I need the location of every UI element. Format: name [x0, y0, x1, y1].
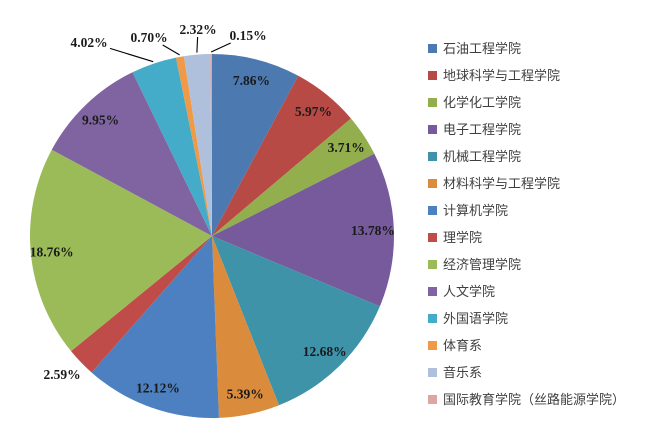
legend-item: 体育系 [428, 332, 625, 359]
pie-slice [212, 118, 375, 236]
legend-item: 音乐系 [428, 359, 625, 386]
legend-label: 石油工程学院 [443, 41, 522, 56]
slice-percent-label: 5.39% [227, 386, 264, 401]
legend-item: 电子工程学院 [428, 116, 625, 143]
slice-percent-label: 18.76% [30, 244, 74, 259]
pie-slice [71, 236, 212, 373]
slice-percent-label: 0.70% [130, 30, 167, 45]
pie-slice [132, 57, 212, 236]
slice-percent-label: 12.12% [136, 381, 180, 396]
legend-swatch [428, 206, 437, 215]
legend-item: 外国语学院 [428, 305, 625, 332]
legend-label: 机械工程学院 [443, 149, 522, 164]
pie-chart: 7.86% 5.97% 3.71% 13.78% 12.68% 5.39% 12.12% 2.… [30, 22, 395, 419]
legend-label: 电子工程学院 [443, 122, 522, 137]
legend-swatch [428, 179, 437, 188]
legend-swatch [428, 233, 437, 242]
pie-slice [212, 153, 395, 307]
chart-legend: 石油工程学院地球科学与工程学院 化学化工学院 电子工程学院 机械工程学院材料科学与工程… [428, 35, 625, 413]
legend-swatch [428, 71, 437, 80]
legend-swatch [428, 341, 437, 350]
label-leader-line [162, 44, 180, 56]
legend-item: 人文学院 [428, 278, 625, 305]
pie-slice [175, 56, 212, 236]
legend-swatch [428, 314, 437, 323]
legend-swatch [428, 395, 437, 404]
legend-label: 国际教育学院（丝路能源学院） [443, 392, 626, 407]
slice-percent-label: 0.15% [229, 28, 266, 43]
pie-slice [91, 236, 219, 419]
pie-slice [212, 236, 279, 418]
slice-percent-label: 5.97% [295, 104, 332, 119]
legend-swatch [428, 98, 437, 107]
slice-percent-label: 2.32% [179, 22, 216, 37]
label-leader-line [196, 36, 199, 53]
legend-swatch [428, 44, 437, 53]
slice-percent-label: 4.02% [70, 35, 107, 50]
legend-item: 理学院 [428, 224, 625, 251]
legend-swatch [428, 125, 437, 134]
pie-slice [51, 72, 212, 236]
legend-swatch [428, 260, 437, 269]
pie-slice [212, 75, 351, 236]
slice-percent-label: 12.68% [303, 344, 347, 359]
slice-percent-label: 3.71% [328, 140, 365, 155]
pie-slice [183, 54, 212, 237]
legend-label: 理学院 [443, 230, 483, 245]
slice-percent-label: 2.59% [43, 367, 80, 382]
legend-label: 外国语学院 [443, 311, 509, 326]
legend-item: 计算机学院 [428, 197, 625, 224]
legend-item: 化学化工学院 [428, 89, 625, 116]
pie-slice [30, 149, 213, 352]
legend-item: 经济管理学院 [428, 251, 625, 278]
pie-slice [212, 236, 380, 406]
legend-label: 音乐系 [443, 365, 483, 380]
pie-slice [210, 54, 212, 236]
legend-label: 化学化工学院 [443, 95, 522, 110]
pie-slice [212, 54, 299, 236]
legend-label: 计算机学院 [443, 203, 509, 218]
legend-label: 体育系 [443, 338, 483, 353]
slice-percent-label: 9.95% [82, 113, 119, 128]
slice-percent-label: 7.86% [233, 73, 270, 88]
legend-item: 材料科学与工程学院 [428, 170, 625, 197]
legend-label: 人文学院 [443, 284, 496, 299]
legend-item: 机械工程学院 [428, 143, 625, 170]
legend-item: 国际教育学院（丝路能源学院） [428, 386, 625, 413]
legend-swatch [428, 152, 437, 161]
legend-label: 地球科学与工程学院 [443, 68, 561, 83]
legend-swatch [428, 368, 437, 377]
label-leader-line [109, 47, 154, 63]
legend-label: 经济管理学院 [443, 257, 522, 272]
slice-percent-label: 13.78% [351, 223, 395, 238]
legend-item: 地球科学与工程学院 [428, 62, 625, 89]
label-leader-line [210, 42, 231, 53]
legend-swatch [428, 287, 437, 296]
legend-item: 石油工程学院 [428, 35, 625, 62]
legend-label: 材料科学与工程学院 [443, 176, 561, 191]
